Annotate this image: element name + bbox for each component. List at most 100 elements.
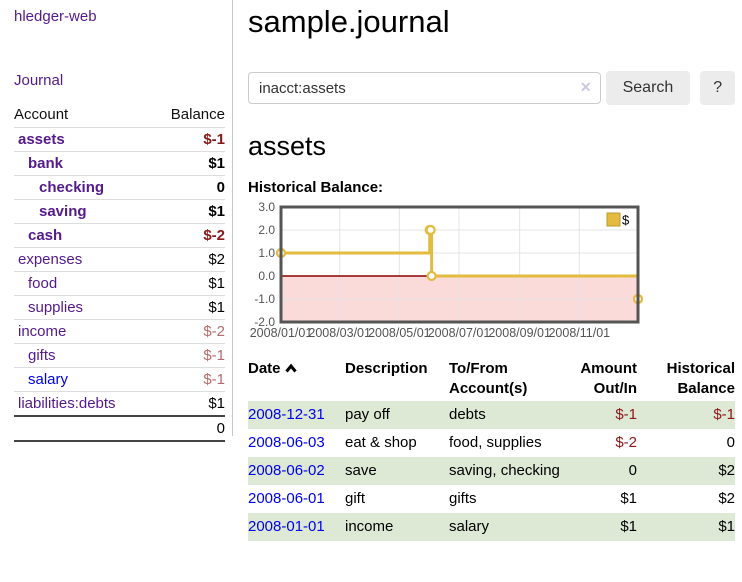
search-input[interactable]: [248, 72, 601, 104]
account-row: income $-2: [14, 319, 225, 344]
svg-text:3.0: 3.0: [258, 201, 275, 214]
register-row: 2008-06-01 gift gifts $1 $2: [248, 485, 735, 513]
register-header-date[interactable]: Date: [248, 357, 345, 401]
search-form: ✕ Search ?: [248, 71, 735, 105]
svg-text:-1.0: -1.0: [254, 292, 275, 306]
search-input-wrap: ✕: [248, 72, 601, 104]
register-date-link[interactable]: 2008-06-01: [248, 490, 325, 507]
register-description: pay off: [345, 406, 390, 423]
register-date-link[interactable]: 2008-01-01: [248, 518, 325, 535]
register-description: eat & shop: [345, 434, 417, 451]
register-row: 2008-01-01 income salary $1 $1: [248, 513, 735, 541]
account-balance: $1: [208, 395, 225, 412]
account-row: liabilities:debts $1: [14, 391, 225, 417]
brand-link-hledger-web[interactable]: hledger-web: [14, 8, 97, 25]
sidebar-account-link[interactable]: gifts: [28, 347, 56, 364]
svg-text:2008/03/01: 2008/03/01: [308, 326, 371, 340]
account-balance: $1: [208, 203, 225, 220]
account-row: saving $1: [14, 199, 225, 224]
register-row: 2008-06-03 eat & shop food, supplies $-2 0: [248, 429, 735, 457]
date-header-label: Date: [248, 360, 281, 377]
sidebar-account-link[interactable]: bank: [28, 155, 64, 172]
historical-balance-chart: 3.0 2.0 1.0 0.0 -1.0 -2.02008/01/012008/03/01…: [250, 201, 644, 340]
sidebar: hledger-web Journal Account Balance asse…: [0, 0, 233, 441]
sidebar-account-link[interactable]: saving: [39, 203, 87, 220]
register-date-link[interactable]: 2008-06-03: [248, 434, 325, 451]
account-row: bank $1: [14, 151, 225, 176]
account-balance: $-2: [203, 227, 225, 244]
register-balance: $1: [718, 518, 735, 535]
register-accounts: gifts: [449, 490, 477, 507]
sidebar-account-link[interactable]: expenses: [18, 251, 83, 268]
account-heading: assets: [248, 131, 327, 161]
register-header-row: Date Description To/From Account(s) Amou…: [248, 357, 735, 401]
register-amount: $1: [620, 490, 637, 507]
help-button[interactable]: ?: [700, 71, 735, 105]
register-balance: $2: [718, 490, 735, 507]
accounts-header-row: Account Balance: [14, 106, 225, 128]
account-row: assets $-1: [14, 127, 225, 152]
register-table: Date Description To/From Account(s) Amou…: [248, 357, 735, 541]
sidebar-account-link[interactable]: cash: [28, 227, 63, 244]
register-amount: 0: [628, 462, 637, 479]
accounts-header-account: Account: [14, 106, 69, 123]
register-amount: $1: [620, 518, 637, 535]
main-content: sample.journal ✕ Search ? assets Histori…: [248, 0, 735, 541]
register-accounts: food, supplies: [449, 434, 542, 451]
register-header-description: Description: [345, 360, 428, 377]
accounts-total-value: 0: [216, 420, 225, 437]
sidebar-account-link[interactable]: food: [28, 275, 58, 292]
register-balance: $-1: [713, 406, 735, 423]
accounts-table: Account Balance assets $-1 bank $1 checking 0…: [14, 106, 225, 442]
sidebar-account-link[interactable]: salary: [28, 371, 69, 388]
legend-swatch: [606, 212, 621, 227]
chart-title: Historical Balance:: [248, 179, 384, 196]
sidebar-account-link[interactable]: supplies: [28, 299, 84, 316]
register-date-link[interactable]: 2008-12-31: [248, 406, 325, 423]
register-date-link[interactable]: 2008-06-02: [248, 462, 325, 479]
register-description: save: [345, 462, 377, 479]
register-header-balance: Historical Balance: [666, 360, 735, 397]
account-row: salary $-1: [14, 367, 225, 392]
account-balance: $-2: [203, 323, 225, 340]
accounts-total-row: 0: [14, 416, 225, 441]
register-header-accounts: To/From Account(s): [449, 360, 528, 397]
svg-text:2008/05/01: 2008/05/01: [368, 326, 431, 340]
account-balance: $1: [208, 155, 225, 172]
svg-text:1.0: 1.0: [258, 246, 275, 260]
sidebar-account-link[interactable]: liabilities:debts: [18, 395, 116, 412]
register-accounts: saving, checking: [449, 462, 560, 479]
register-amount: $-2: [615, 434, 637, 451]
register-accounts: debts: [449, 406, 486, 423]
account-row: food $1: [14, 271, 225, 296]
account-balance: $1: [208, 275, 225, 292]
account-balance: 0: [216, 179, 225, 196]
sidebar-account-link[interactable]: checking: [39, 179, 105, 196]
register-description: income: [345, 518, 394, 535]
accounts-header-balance: Balance: [170, 106, 225, 123]
account-balance: $-1: [203, 371, 225, 388]
sidebar-account-link[interactable]: income: [18, 323, 67, 340]
register-row: 2008-06-02 save saving, checking 0 $2: [248, 457, 735, 485]
account-row: supplies $1: [14, 295, 225, 320]
svg-text:2008/07/01: 2008/07/01: [428, 326, 491, 340]
register-accounts: salary: [449, 518, 490, 535]
account-row: cash $-2: [14, 223, 225, 248]
register-row: 2008-12-31 pay off debts $-1 $-1: [248, 401, 735, 429]
svg-text:2008/01/01: 2008/01/01: [250, 326, 313, 340]
svg-text:-2.0: -2.0: [254, 315, 275, 329]
account-row: checking 0: [14, 175, 225, 200]
sort-ascending-icon: [284, 363, 297, 373]
register-header-amount: Amount Out/In: [580, 360, 637, 397]
legend-label: $: [622, 213, 630, 228]
account-balance: $-1: [203, 347, 225, 364]
search-button[interactable]: Search: [605, 71, 691, 105]
sidebar-item-journal[interactable]: Journal: [14, 72, 64, 89]
register-description: gift: [345, 490, 366, 507]
account-balance: $1: [208, 299, 225, 316]
register-balance: $2: [718, 462, 735, 479]
page-title: sample.journal: [248, 4, 450, 39]
sidebar-account-link[interactable]: assets: [18, 131, 65, 148]
svg-text:2008/11/01: 2008/11/01: [548, 326, 610, 340]
clear-search-icon[interactable]: ✕: [579, 79, 592, 95]
